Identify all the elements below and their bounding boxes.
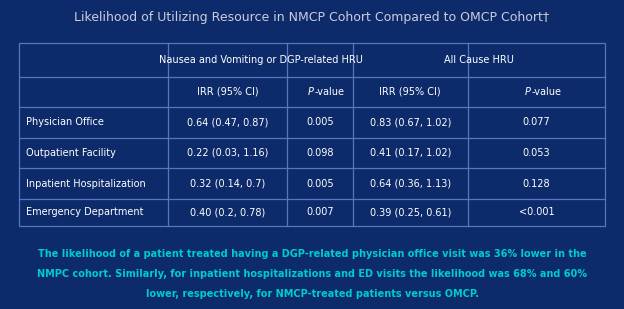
Text: P: P bbox=[308, 87, 313, 97]
Text: 0.005: 0.005 bbox=[306, 117, 334, 127]
Text: -value: -value bbox=[314, 87, 344, 97]
Text: NMPC cohort. Similarly, for inpatient hospitalizations and ED visits the likelih: NMPC cohort. Similarly, for inpatient ho… bbox=[37, 269, 587, 279]
Text: 0.053: 0.053 bbox=[523, 148, 550, 158]
Text: P: P bbox=[525, 87, 530, 97]
Text: All Cause HRU: All Cause HRU bbox=[444, 55, 514, 65]
Bar bbox=[19, 43, 605, 226]
Text: 0.005: 0.005 bbox=[306, 179, 334, 189]
Text: 0.22 (0.03, 1.16): 0.22 (0.03, 1.16) bbox=[187, 148, 268, 158]
Text: 0.39 (0.25, 0.61): 0.39 (0.25, 0.61) bbox=[369, 207, 451, 218]
Text: 0.40 (0.2, 0.78): 0.40 (0.2, 0.78) bbox=[190, 207, 265, 218]
Text: IRR (95% CI): IRR (95% CI) bbox=[197, 87, 258, 97]
Text: Inpatient Hospitalization: Inpatient Hospitalization bbox=[26, 179, 146, 189]
Text: 0.007: 0.007 bbox=[306, 207, 334, 218]
Text: -value: -value bbox=[531, 87, 561, 97]
Text: 0.64 (0.36, 1.13): 0.64 (0.36, 1.13) bbox=[369, 179, 451, 189]
Text: Nausea and Vomiting or DGP-related HRU: Nausea and Vomiting or DGP-related HRU bbox=[158, 55, 363, 65]
Text: Emergency Department: Emergency Department bbox=[26, 207, 144, 218]
Text: 0.077: 0.077 bbox=[523, 117, 550, 127]
Text: 0.64 (0.47, 0.87): 0.64 (0.47, 0.87) bbox=[187, 117, 268, 127]
Text: 0.83 (0.67, 1.02): 0.83 (0.67, 1.02) bbox=[369, 117, 451, 127]
Text: 0.32 (0.14, 0.7): 0.32 (0.14, 0.7) bbox=[190, 179, 265, 189]
Text: 0.098: 0.098 bbox=[306, 148, 334, 158]
Text: 0.128: 0.128 bbox=[523, 179, 550, 189]
Text: Physician Office: Physician Office bbox=[26, 117, 104, 127]
Text: 0.41 (0.17, 1.02): 0.41 (0.17, 1.02) bbox=[369, 148, 451, 158]
Text: IRR (95% CI): IRR (95% CI) bbox=[379, 87, 441, 97]
Text: Likelihood of Utilizing Resource in NMCP Cohort Compared to OMCP Cohort†: Likelihood of Utilizing Resource in NMCP… bbox=[74, 11, 550, 24]
Text: The likelihood of a patient treated having a DGP-related physician office visit : The likelihood of a patient treated havi… bbox=[37, 249, 587, 259]
Text: lower, respectively, for NMCP-treated patients versus OMCP.: lower, respectively, for NMCP-treated pa… bbox=[145, 289, 479, 299]
Text: <0.001: <0.001 bbox=[519, 207, 555, 218]
Text: Outpatient Facility: Outpatient Facility bbox=[26, 148, 116, 158]
